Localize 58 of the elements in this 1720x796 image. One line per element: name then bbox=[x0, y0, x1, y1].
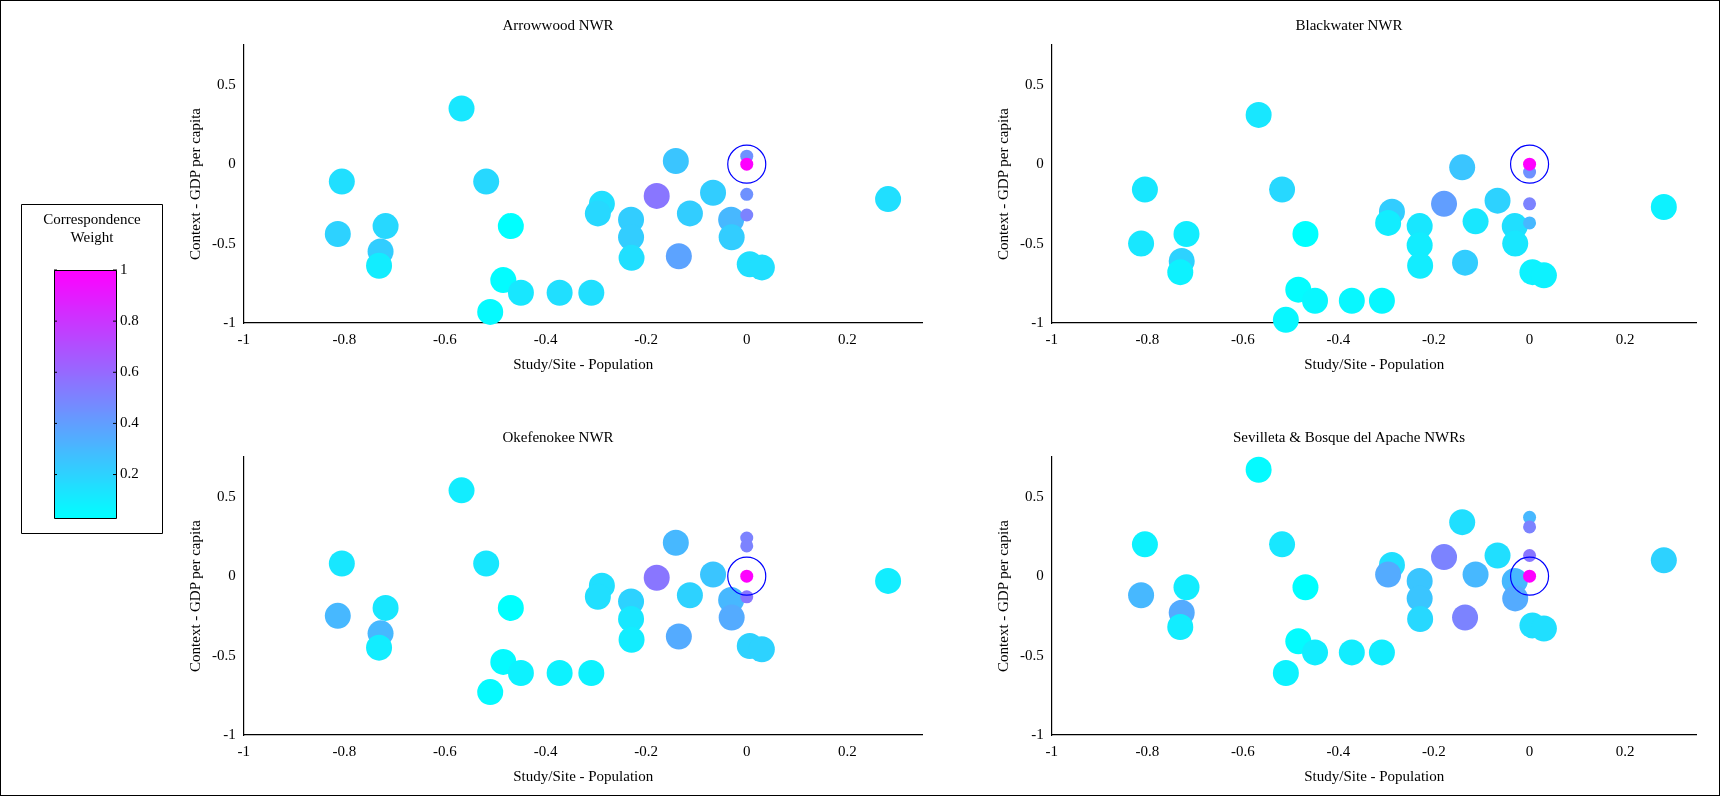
x-axis-title: Study/Site - Population bbox=[1304, 355, 1445, 372]
x-tick-label: 0 bbox=[743, 330, 751, 347]
color-bar-label: 1 bbox=[120, 260, 128, 277]
color-bar-label: 0.4 bbox=[120, 414, 140, 431]
y-axis-title: Context - GDP per capita bbox=[186, 519, 203, 672]
x-tick-label: -0.2 bbox=[1422, 742, 1446, 759]
x-tick-label: 0 bbox=[1525, 330, 1534, 347]
y-axis-title: Context - GDP per capita bbox=[994, 107, 1011, 260]
x-tick-label: 0.2 bbox=[837, 742, 857, 759]
y-tick-label: -1 bbox=[223, 725, 236, 742]
chart-title: Okefenokee NWR bbox=[502, 428, 614, 445]
x-tick-label: -0.8 bbox=[332, 330, 357, 347]
x-axis-title: Study/Site - Population bbox=[513, 767, 654, 784]
y-axis-title: Context - GDP per capita bbox=[994, 519, 1011, 672]
x-tick-label: -0.8 bbox=[1135, 330, 1160, 347]
x-tick-label: -0.2 bbox=[634, 742, 659, 759]
y-tick-label: -0.5 bbox=[1020, 234, 1044, 251]
chart-title: Blackwater NWR bbox=[1295, 16, 1403, 33]
x-tick-label: 0 bbox=[743, 742, 751, 759]
x-tick-label: -0.8 bbox=[332, 742, 357, 759]
y-tick-label: 0 bbox=[1036, 567, 1044, 584]
x-tick-label: -0.8 bbox=[1135, 742, 1160, 759]
x-tick-label: -0.6 bbox=[433, 330, 458, 347]
y-tick-label: 0.5 bbox=[1025, 75, 1044, 92]
color-bar-label: 0.6 bbox=[120, 363, 140, 380]
y-tick-label: -1 bbox=[1031, 313, 1044, 330]
color-bar-title: Correspondence Weight bbox=[43, 211, 142, 245]
y-tick-label: -1 bbox=[1031, 725, 1044, 742]
y-tick-label: -0.5 bbox=[212, 234, 236, 251]
color-bar-label: 0.2 bbox=[120, 465, 139, 482]
x-tick-label: 0 bbox=[1525, 742, 1534, 759]
y-tick-label: -0.5 bbox=[1020, 646, 1044, 663]
y-tick-label: 0 bbox=[228, 567, 236, 584]
x-tick-label: -0.6 bbox=[1231, 330, 1256, 347]
x-tick-label: -0.6 bbox=[433, 742, 458, 759]
chart-title: Sevilleta & Bosque del Apache NWRs bbox=[1232, 428, 1466, 445]
x-axis-title: Study/Site - Population bbox=[1304, 767, 1445, 784]
y-tick-label: 0 bbox=[1036, 155, 1044, 172]
color-bar-label: 0.8 bbox=[120, 312, 139, 329]
x-tick-label: -0.2 bbox=[634, 330, 659, 347]
x-tick-label: 0.2 bbox=[837, 330, 857, 347]
x-tick-label: -0.4 bbox=[533, 742, 558, 759]
x-tick-label: -0.6 bbox=[1231, 742, 1256, 759]
y-tick-label: -0.5 bbox=[212, 646, 236, 663]
y-axis-title: Context - GDP per capita bbox=[186, 107, 203, 260]
y-tick-label: -1 bbox=[223, 313, 236, 330]
y-tick-label: 0.5 bbox=[1025, 487, 1044, 504]
x-tick-label: -0.4 bbox=[1326, 330, 1351, 347]
chart-title: Arrowwood NWR bbox=[502, 16, 614, 33]
x-tick-label: 0.2 bbox=[1615, 330, 1635, 347]
x-tick-label: 0.2 bbox=[1615, 742, 1635, 759]
y-tick-label: 0 bbox=[228, 155, 236, 172]
x-tick-label: -0.4 bbox=[1326, 742, 1351, 759]
y-tick-label: 0.5 bbox=[217, 75, 236, 92]
y-tick-label: 0.5 bbox=[217, 487, 236, 504]
x-axis-title: Study/Site - Population bbox=[513, 355, 654, 372]
x-tick-label: -0.4 bbox=[533, 330, 558, 347]
x-tick-label: -0.2 bbox=[1422, 330, 1446, 347]
